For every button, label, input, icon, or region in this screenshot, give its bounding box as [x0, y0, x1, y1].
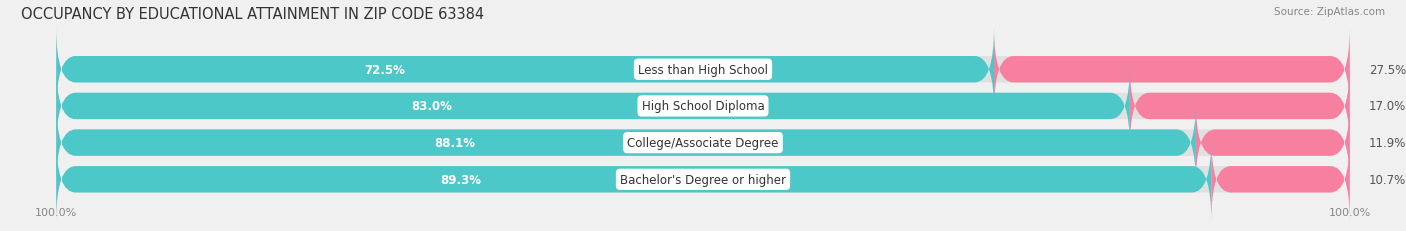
Text: High School Diploma: High School Diploma — [641, 100, 765, 113]
FancyBboxPatch shape — [994, 28, 1350, 112]
Text: 89.3%: 89.3% — [440, 173, 481, 186]
FancyBboxPatch shape — [56, 28, 994, 112]
FancyBboxPatch shape — [1130, 65, 1350, 148]
Text: 17.0%: 17.0% — [1369, 100, 1406, 113]
Text: Bachelor's Degree or higher: Bachelor's Degree or higher — [620, 173, 786, 186]
FancyBboxPatch shape — [56, 101, 1350, 185]
FancyBboxPatch shape — [56, 138, 1212, 221]
FancyBboxPatch shape — [56, 65, 1350, 148]
Text: 72.5%: 72.5% — [364, 64, 405, 76]
Text: Source: ZipAtlas.com: Source: ZipAtlas.com — [1274, 7, 1385, 17]
FancyBboxPatch shape — [1197, 101, 1350, 185]
FancyBboxPatch shape — [1212, 138, 1350, 221]
FancyBboxPatch shape — [56, 101, 1197, 185]
Text: 88.1%: 88.1% — [434, 137, 475, 149]
FancyBboxPatch shape — [56, 138, 1350, 221]
Text: 83.0%: 83.0% — [412, 100, 453, 113]
Text: College/Associate Degree: College/Associate Degree — [627, 137, 779, 149]
Text: Less than High School: Less than High School — [638, 64, 768, 76]
Text: 11.9%: 11.9% — [1369, 137, 1406, 149]
Text: OCCUPANCY BY EDUCATIONAL ATTAINMENT IN ZIP CODE 63384: OCCUPANCY BY EDUCATIONAL ATTAINMENT IN Z… — [21, 7, 484, 22]
FancyBboxPatch shape — [56, 28, 1350, 112]
Text: 27.5%: 27.5% — [1369, 64, 1406, 76]
Text: 10.7%: 10.7% — [1369, 173, 1406, 186]
FancyBboxPatch shape — [56, 65, 1130, 148]
